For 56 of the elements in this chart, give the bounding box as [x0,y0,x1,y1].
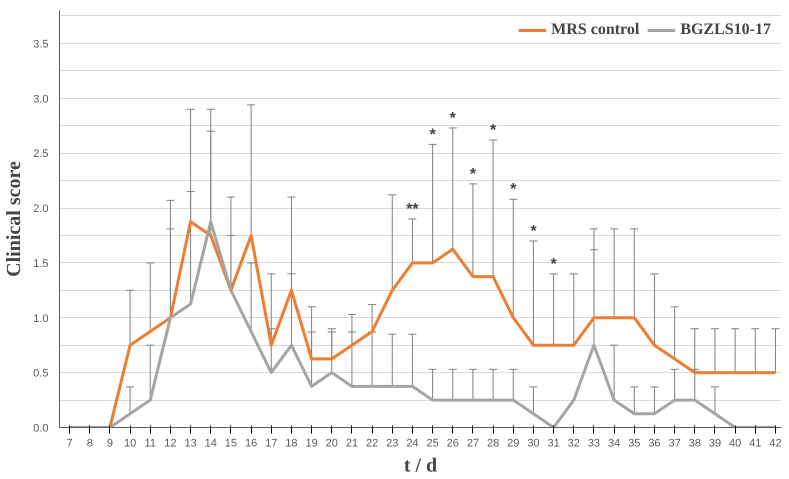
x-tick-label: 31 [547,438,560,450]
x-tick-label: 15 [224,438,238,450]
y-tick-label: 2.5 [33,148,49,160]
y-tick-label: 1.5 [33,258,49,270]
x-tick-label: 7 [66,438,73,450]
x-tick-label: 35 [628,438,640,450]
legend-label: BGZLS10-17 [680,21,771,39]
x-tick-label: 9 [106,438,113,450]
y-tick-label: 0.0 [33,422,49,434]
x-tick-label: 17 [265,438,278,450]
x-tick-label: 39 [708,438,722,450]
x-tick-label: 14 [204,438,217,450]
y-tick-label: 3.0 [33,93,49,106]
x-tick-label: 32 [568,438,580,450]
x-tick-label: 28 [486,438,500,450]
x-tick-label: 10 [124,438,136,450]
x-tick-label: 29 [507,438,520,450]
x-tick-label: 16 [244,438,258,450]
annotation: * [550,256,558,273]
x-tick-label: 42 [769,438,782,450]
annotation: * [429,126,436,144]
x-tick-label: 21 [346,438,358,450]
x-tick-label: 26 [446,438,459,450]
annotation: * [490,122,497,139]
annotation: * [510,181,518,198]
x-axis-title: t / d [404,454,438,476]
x-tick-label: 20 [326,438,338,450]
x-tick-label: 30 [527,438,540,450]
x-tick-label: 18 [285,438,298,450]
y-tick-label: 0.5 [33,368,49,380]
x-tick-label: 41 [749,438,762,450]
y-axis-title: Clinical score [3,161,26,277]
y-tick-label: 2.0 [33,203,49,216]
x-tick-label: 36 [648,438,661,450]
x-tick-label: 38 [688,438,701,450]
x-tick-label: 19 [305,438,318,450]
y-tick-label: 1.0 [33,312,49,325]
x-tick-label: 37 [668,438,681,450]
annotation: * [470,166,477,183]
legend-label: MRS control [551,21,640,39]
x-tick-label: 24 [406,438,419,450]
x-tick-label: 33 [588,438,600,450]
x-tick-label: 25 [426,438,439,450]
x-tick-label: 13 [184,438,197,450]
y-tick-label: 3.5 [33,38,49,50]
annotation: * [450,110,457,127]
x-tick-label: 40 [728,438,742,450]
x-tick-label: 27 [466,438,480,450]
x-tick-label: 11 [144,438,156,450]
x-tick-label: 22 [366,438,378,450]
x-tick-label: 8 [86,438,93,450]
x-tick-label: 12 [164,438,177,450]
annotation: ** [406,201,420,218]
x-tick-label: 34 [608,438,620,450]
annotation: * [530,222,538,240]
x-tick-label: 23 [386,438,398,450]
